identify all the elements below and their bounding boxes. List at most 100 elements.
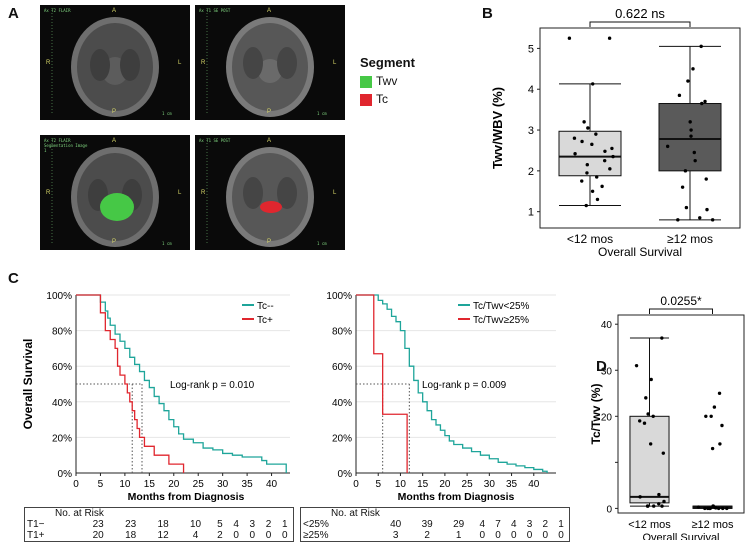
legend-label: Tc-- xyxy=(257,301,274,312)
segment-legend-item-twv: Twv xyxy=(360,74,415,88)
data-point xyxy=(665,144,670,149)
y-axis-title: Overall Survival xyxy=(21,339,35,430)
brain-scan-icon xyxy=(51,10,159,117)
data-point xyxy=(708,506,712,511)
data-point xyxy=(573,152,577,156)
data-point xyxy=(657,502,661,506)
x-tick-label: 5 xyxy=(98,479,104,490)
x-tick-label: 5 xyxy=(375,479,381,490)
image-label: Ax T1 SE POST xyxy=(199,8,231,13)
data-point xyxy=(590,189,595,193)
data-point xyxy=(680,185,685,189)
orientation-bottom: P xyxy=(112,109,117,115)
data-point xyxy=(688,120,692,124)
legend-label: Tc+ xyxy=(257,315,273,326)
mri-image-flair: Ax T2 FLAIR A P R L 1 cm xyxy=(40,5,190,120)
x-tick-label: 10 xyxy=(395,479,407,490)
risk-count: 1 xyxy=(455,530,462,541)
data-point xyxy=(725,506,729,511)
data-point xyxy=(661,451,666,455)
y-tick-label: 80% xyxy=(332,327,352,338)
data-point xyxy=(705,207,709,212)
chart-b-boxplot: 1 2 3 4 5 <12 mos ≥12 mos 0.622 ns Overall Survi… xyxy=(490,8,741,259)
segment-legend: Segment Twv Tc xyxy=(360,55,415,106)
x-tick-label: 25 xyxy=(462,479,474,490)
risk-count: 39 xyxy=(421,519,433,530)
risk-table-c2: No. at Risk <25% 40 39 29 4 7 4 3 2 1 ≥25% 3 2 1 0 0 0 0… xyxy=(300,507,570,542)
data-point xyxy=(657,492,661,497)
logrank-label: Log-rank p = 0.010 xyxy=(170,380,255,391)
x-tick-label: ≥12 mos xyxy=(691,519,734,531)
risk-count: 2 xyxy=(424,530,430,541)
y-tick-label: 80% xyxy=(52,327,72,338)
scale-bar-label: 1 cm xyxy=(317,241,327,246)
y-tick-label: 100% xyxy=(326,291,352,302)
data-point xyxy=(720,423,724,428)
risk-table-row: <25% 40 39 29 4 7 4 3 2 1 xyxy=(301,519,569,530)
risk-count: 23 xyxy=(92,519,104,530)
orientation-left: R xyxy=(201,60,206,66)
y-tick-label: 20% xyxy=(332,433,352,444)
data-point xyxy=(693,158,697,163)
risk-count: 0 xyxy=(249,530,256,541)
x-axis-title: Months from Diagnosis xyxy=(128,491,245,503)
orientation-top: A xyxy=(112,138,117,144)
risk-count: 0 xyxy=(233,530,239,541)
x-tick-label: <12 mos xyxy=(567,232,613,246)
y-tick-label: 2 xyxy=(528,166,534,178)
mri-image-flair-segmented: Ax T2 FLAIR Segmentation Image 1 A P R L… xyxy=(40,135,190,250)
orientation-left: R xyxy=(201,190,206,196)
legend-label-twv: Twv xyxy=(376,74,398,88)
data-point xyxy=(683,169,688,173)
orientation-top: A xyxy=(267,138,272,144)
data-point xyxy=(649,377,653,382)
survival-curve xyxy=(76,294,287,473)
x-axis-title: Overall Survival xyxy=(598,245,682,259)
orientation-right: L xyxy=(333,190,337,196)
risk-count: 4 xyxy=(479,519,486,530)
risk-count: 0 xyxy=(558,530,564,541)
x-tick-label: 35 xyxy=(506,479,518,490)
data-point xyxy=(595,175,599,179)
data-point xyxy=(595,197,600,202)
data-point xyxy=(580,139,584,144)
risk-row-label: ≥25% xyxy=(303,530,329,541)
x-tick-label: 20 xyxy=(439,479,451,490)
risk-table-row: T1− 23 23 18 10 5 4 3 2 1 xyxy=(25,519,293,530)
chart-c2-kaplan-meier: 0% 20% 40% 60% 80% 100% 0 5 10 15 20 25 30 35 40 Tc/Twv… xyxy=(326,291,556,503)
orientation-bottom: P xyxy=(267,239,272,245)
y-tick-label: 40% xyxy=(52,398,72,409)
risk-count: 1 xyxy=(282,519,288,530)
data-point xyxy=(698,216,702,220)
data-point xyxy=(714,506,718,510)
scale-bar-label: 1 cm xyxy=(162,241,172,246)
risk-count: 7 xyxy=(495,519,501,530)
x-tick-label: 40 xyxy=(266,479,278,490)
risk-count: 12 xyxy=(157,530,169,541)
data-point xyxy=(607,36,612,40)
risk-count: 3 xyxy=(392,530,399,541)
legend-swatch-twv xyxy=(360,75,372,88)
significance-bracket xyxy=(589,21,691,27)
risk-table-row: ≥25% 3 2 1 0 0 0 0 0 0 xyxy=(301,530,569,541)
survival-curve xyxy=(356,294,548,473)
chart-d-boxplot: 0 20 30 40 <12 mos ≥12 mos 0.0255* Overall Surv… xyxy=(590,294,745,540)
data-point xyxy=(602,158,607,163)
risk-row-label: T1− xyxy=(27,519,45,530)
survival-curve xyxy=(76,294,185,473)
x-tick-label: ≥12 mos xyxy=(667,232,713,246)
x-tick-label: 10 xyxy=(119,479,131,490)
significance-bracket xyxy=(649,308,713,314)
data-point xyxy=(603,149,607,153)
data-point xyxy=(645,504,650,508)
data-point xyxy=(638,495,642,499)
risk-count: 2 xyxy=(265,519,272,530)
twv-segmentation-mask xyxy=(100,193,134,221)
risk-count: 5 xyxy=(217,519,223,530)
x-tick-label: 20 xyxy=(168,479,180,490)
risk-count: 0 xyxy=(511,530,517,541)
data-point xyxy=(638,419,642,423)
data-point xyxy=(600,184,604,189)
data-point xyxy=(691,67,695,71)
risk-count: 1 xyxy=(558,519,564,530)
